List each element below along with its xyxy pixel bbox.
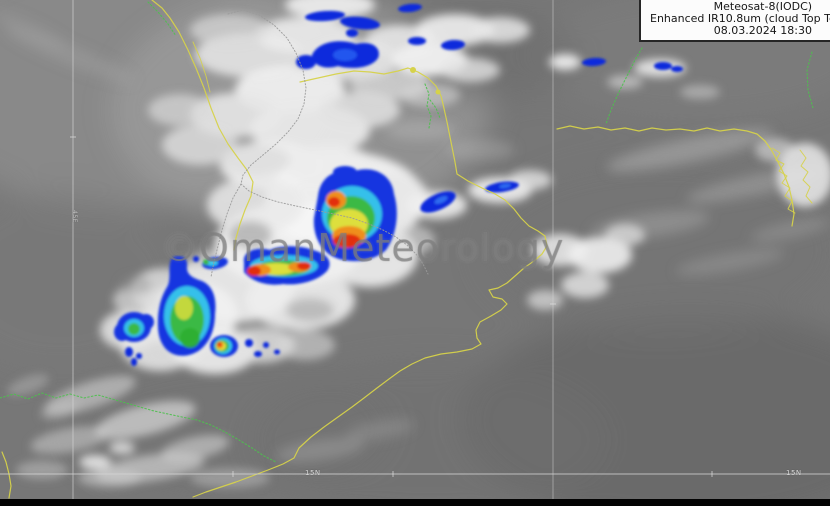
enhanced-cloud-cores [114,3,683,366]
grid-label-lon-left: 45E [70,210,78,223]
info-box: Meteosat-8(IODC) Enhanced IR10.8um (clou… [639,0,830,42]
letterbox-bar [0,499,830,506]
product-name: Enhanced IR10.8um (cloud Top Temperat [650,12,830,25]
satellite-name: Meteosat-8(IODC) [713,0,813,13]
timestamp: 08.03.2024 18:30 [713,24,812,37]
grid-label-15n-right: 15N [786,469,802,477]
grid-label-15n-left: 15N [305,469,321,477]
